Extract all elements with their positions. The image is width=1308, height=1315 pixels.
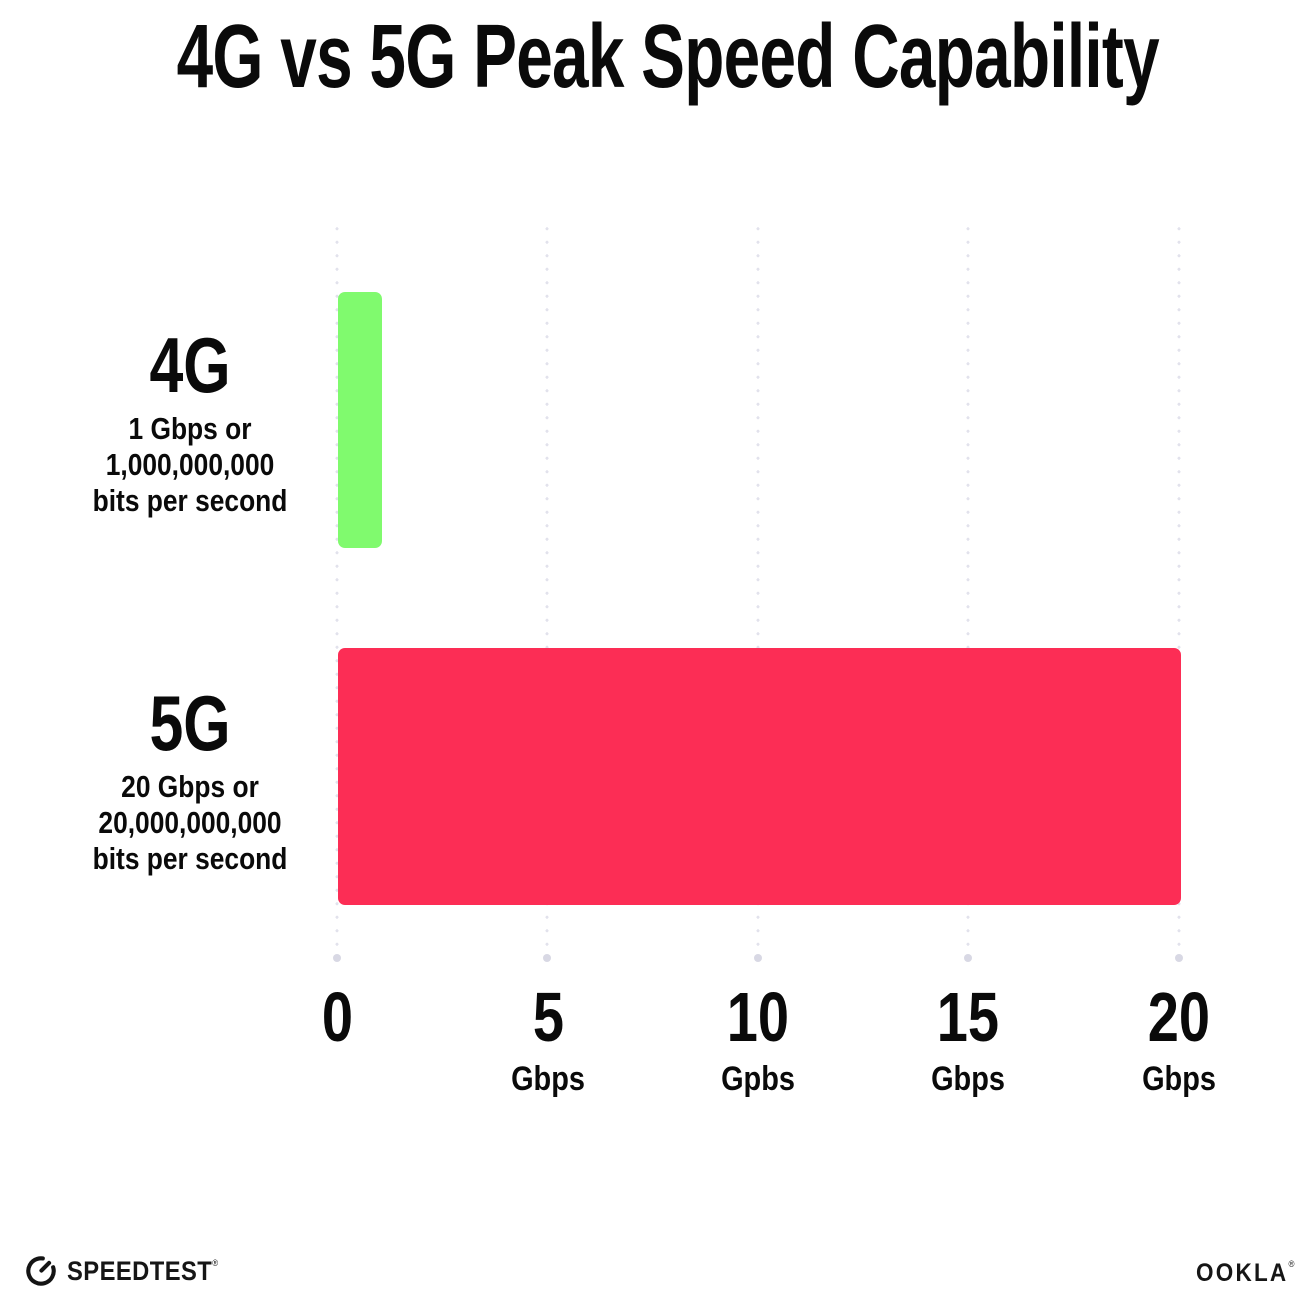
x-tick-10-unit: Gpbs: [721, 1060, 795, 1098]
gridline-10: [756, 222, 760, 958]
x-tick-15: 15 Gbps: [858, 982, 1078, 1099]
row-label-4g-sub-line3: bits per second: [92, 483, 288, 518]
x-tick-5-unit: Gbps: [511, 1060, 585, 1098]
x-tick-0-value: 0: [321, 978, 353, 1056]
row-label-4g: 4G 1 Gbps or 1,000,000,000 bits per seco…: [40, 326, 340, 519]
row-label-5g-sub-line1: 20 Gbps or: [121, 769, 259, 804]
x-tick-20-value: 20: [1147, 978, 1211, 1056]
bar-4g: [338, 292, 382, 548]
gridline-15: [966, 222, 970, 958]
x-tick-10: 10 Gpbs: [648, 982, 868, 1099]
x-tick-10-value: 10: [726, 978, 790, 1056]
row-label-5g-name: 5G: [149, 679, 231, 767]
x-tick-20: 20 Gbps: [1069, 982, 1289, 1099]
gridline-5: [545, 222, 549, 958]
x-tick-0: 0: [227, 982, 447, 1060]
gridline-0: [335, 222, 339, 958]
bar-5g: [338, 648, 1181, 905]
x-tick-5: 5 Gbps: [438, 982, 658, 1099]
x-tick-15-value: 15: [936, 978, 1000, 1056]
row-label-5g-sub-line3: bits per second: [92, 841, 288, 876]
speedtest-wordmark: SPEEDTEST®: [67, 1255, 219, 1286]
row-label-4g-name: 4G: [149, 321, 231, 409]
row-label-5g-sub-line2: 20,000,000,000: [98, 805, 282, 840]
row-label-4g-sub: 1 Gbps or 1,000,000,000 bits per second: [63, 411, 318, 519]
x-tick-15-unit: Gbps: [931, 1060, 1005, 1098]
ookla-trademark: ®: [1288, 1259, 1294, 1269]
speedtest-trademark: ®: [212, 1257, 219, 1268]
x-tick-20-unit: Gbps: [1142, 1060, 1216, 1098]
gridline-20: [1177, 222, 1181, 958]
speedtest-gauge-icon: [24, 1254, 58, 1288]
row-label-4g-sub-line2: 1,000,000,000: [105, 447, 275, 482]
row-label-4g-sub-line1: 1 Gbps or: [128, 411, 252, 446]
speedtest-logo: SPEEDTEST®: [24, 1254, 239, 1288]
row-label-5g: 5G 20 Gbps or 20,000,000,000 bits per se…: [40, 684, 340, 877]
ookla-wordmark: OOKLA®: [1195, 1259, 1294, 1287]
chart-title: 4G vs 5G Peak Speed Capability: [176, 7, 1160, 107]
x-tick-5-value: 5: [532, 978, 564, 1056]
row-label-5g-sub: 20 Gbps or 20,000,000,000 bits per secon…: [63, 769, 318, 877]
ookla-logo: OOKLA®: [1185, 1259, 1294, 1288]
